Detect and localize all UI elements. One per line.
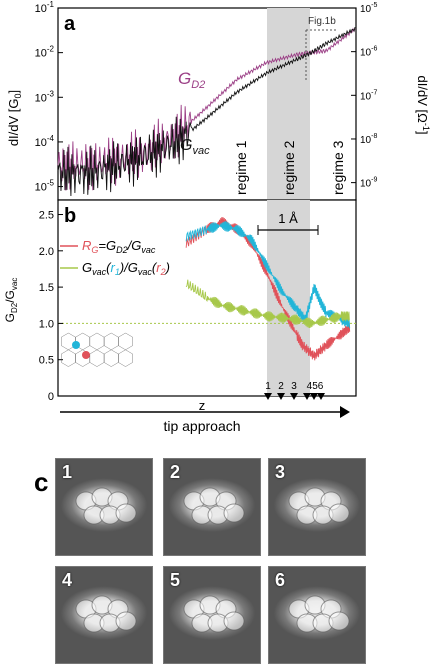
series-line-b-rg [185, 216, 351, 361]
stm-image-number: 5 [170, 570, 181, 590]
angstrom-label: 1 Å [278, 211, 298, 226]
ytick-label-b-1: 0.5 [39, 355, 54, 367]
marker-arrow-2 [277, 393, 285, 400]
legend-rg: RG=GD2/Gvac [82, 238, 156, 255]
panel-a-ylabel: dI/dV [G0] [6, 90, 23, 146]
stm-molecule-blobs [288, 595, 350, 633]
stm-molecule-blobs [288, 487, 350, 525]
ytick-label-a-4: 10-1 [35, 0, 55, 15]
stm-image-number: 6 [275, 570, 286, 590]
frame-markers: 1 2 3 456 [264, 381, 325, 400]
ytick-label-right-3: 10-6 [360, 46, 377, 59]
stm-image-number: 1 [62, 462, 73, 482]
ytick-label-right-4: 10-5 [360, 2, 377, 15]
ytick-label-a-1: 10-4 [35, 134, 55, 149]
regime-3-label: regime 3 [330, 140, 346, 195]
stm-image-3: 3 [268, 458, 366, 556]
fig-ref-label: Fig.1b [308, 16, 336, 27]
stm-image-number: 2 [170, 462, 181, 482]
stm-molecule-blobs [183, 487, 245, 525]
ytick-label-b-5: 2.5 [39, 210, 54, 222]
panel-b-ylabel: GD2/Gvac [3, 278, 19, 323]
marker-label-456: 456 [307, 381, 324, 392]
panel-c-label: c [34, 467, 49, 497]
stm-molecule-blobs [183, 595, 245, 633]
r2-marker [82, 351, 90, 359]
ytick-label-a-2: 10-3 [35, 89, 55, 104]
regime-2-label: regime 2 [281, 140, 297, 195]
marker-arrow-1 [264, 393, 272, 400]
stm-image-number: 4 [62, 570, 73, 590]
marker-label-1: 1 [265, 381, 271, 392]
panel-a-label: a [64, 13, 76, 35]
stm-image-6: 6 [268, 566, 366, 664]
marker-arrow-6 [317, 393, 325, 400]
ytick-label-b-4: 2.0 [39, 246, 54, 258]
ytick-label-b-2: 1.0 [39, 318, 54, 330]
marker-arrow-4 [303, 393, 311, 400]
marker-arrow-5 [310, 393, 318, 400]
ptcda-molecule-sketch [61, 332, 133, 367]
stm-image-1: 1 [55, 458, 153, 556]
panel-b-yticks: 0 0.5 1.0 1.5 2.0 2.5 [39, 210, 63, 403]
ytick-label-b-3: 1.5 [39, 282, 54, 294]
marker-label-2: 2 [278, 381, 284, 392]
stm-image-number: 3 [275, 462, 286, 482]
stm-image-4: 4 [55, 566, 153, 664]
ytick-label-right-0: 10-9 [360, 177, 377, 190]
regime-1-label: regime 1 [233, 140, 249, 195]
ytick-label-b-0: 0 [48, 391, 54, 403]
marker-arrow-3 [290, 393, 298, 400]
panel-a-regime2-shade [267, 8, 310, 200]
tip-approach-arrowhead [340, 406, 350, 418]
marker-label-3: 3 [291, 381, 297, 392]
ytick-label-right-1: 10-8 [360, 133, 377, 146]
stm-image-5: 5 [163, 566, 261, 664]
panel-b-plot [58, 216, 356, 361]
r1-marker [72, 341, 80, 349]
stm-molecule-blobs [75, 487, 137, 525]
panel-b-label: b [64, 205, 76, 227]
tip-approach-label: tip approach [163, 418, 240, 434]
z-label: z [199, 398, 206, 413]
series-line-b-cyan [185, 221, 351, 329]
series-line-a-gvac [57, 27, 356, 196]
panel-a-plot [57, 27, 356, 196]
series-line-b-gvac-r1-gvac-r2- [185, 279, 350, 328]
ytick-label-right-2: 10-7 [360, 89, 377, 102]
stm-molecule-blobs [75, 595, 137, 633]
ytick-label-a-0: 10-5 [35, 179, 55, 194]
ytick-label-a-3: 10-2 [35, 45, 55, 60]
stm-image-2: 2 [163, 458, 261, 556]
panel-a-ylabel-right: dI/dV [Ω-1] [415, 76, 431, 135]
